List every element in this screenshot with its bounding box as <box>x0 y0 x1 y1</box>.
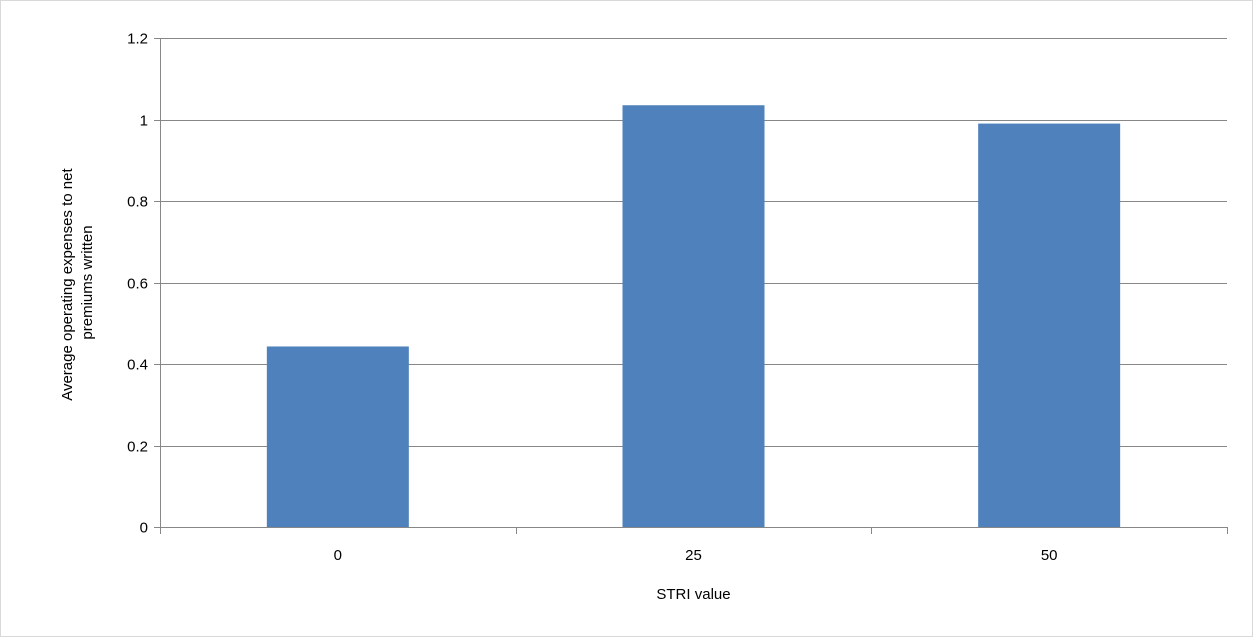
x-axis-title: STRI value <box>656 586 730 603</box>
y-axis-title-line-1: Average operating expenses to net <box>59 168 76 401</box>
x-tick-label: 50 <box>1041 547 1058 564</box>
bar <box>622 105 765 528</box>
y-tick-label: 0.6 <box>127 276 148 293</box>
bars <box>266 105 1121 528</box>
bar <box>266 346 409 527</box>
y-axis-title-line-2: premiums written <box>79 225 96 339</box>
y-tick-label: 0 <box>140 520 148 537</box>
y-tick-label: 0.4 <box>127 357 148 374</box>
x-tick-label: 0 <box>334 547 342 564</box>
y-tick-label: 1.2 <box>127 31 148 48</box>
y-tick-label: 1 <box>140 113 148 130</box>
axes <box>154 38 1228 534</box>
x-tick-label: 25 <box>685 547 702 564</box>
y-axis-title: Average operating expenses to net premiu… <box>59 164 96 401</box>
tick-labels: 0 0.2 0.4 0.6 0.8 1 1.2 0 25 50 <box>127 31 1057 565</box>
bar <box>978 123 1121 527</box>
y-tick-label: 0.8 <box>127 194 148 211</box>
y-tick-label: 0.2 <box>127 439 148 456</box>
